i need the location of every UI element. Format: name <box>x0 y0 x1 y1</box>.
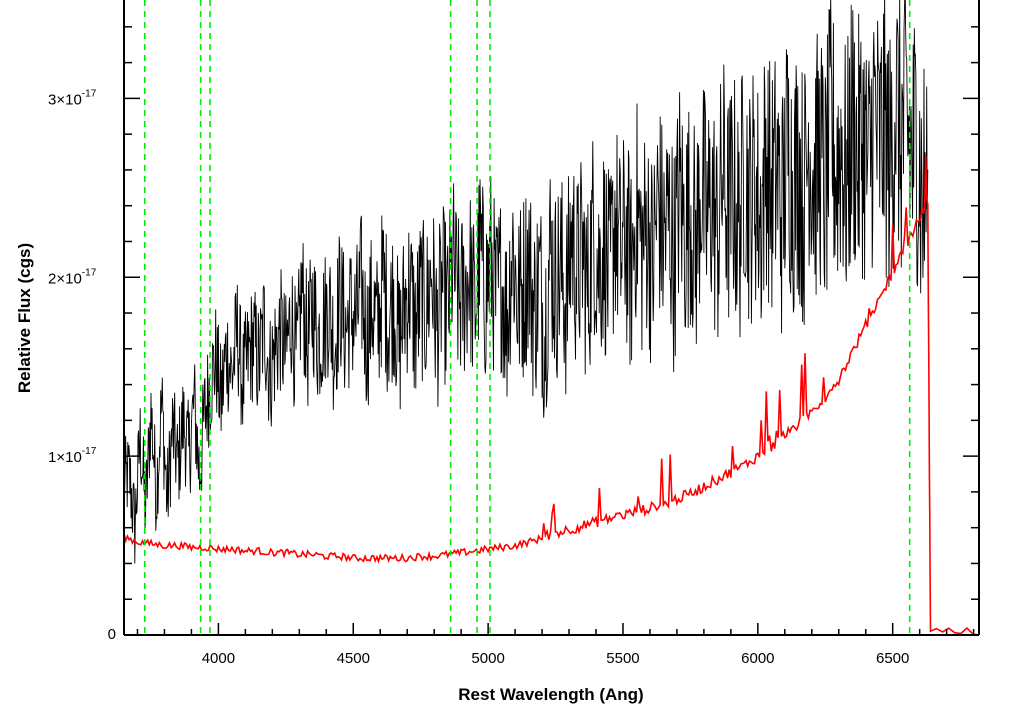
spectrum-line-observed <box>124 0 929 564</box>
plot-area <box>124 0 979 635</box>
x-tick-label: 4000 <box>202 650 235 667</box>
y-axis-title: Relative Flux (cgs) <box>15 243 34 393</box>
plot-frame <box>123 0 980 636</box>
x-tick-label: 4500 <box>337 650 370 667</box>
y-tick-label: 1×10-17 <box>48 446 97 466</box>
x-tick-label: 6500 <box>876 650 909 667</box>
tick-marks <box>124 26 979 636</box>
x-axis-title: Rest Wavelength (Ang) <box>458 685 643 704</box>
tick-labels: 4000 4500 5000 5500 6000 6500 0 1×10-17 2×10-17 3… <box>48 88 909 667</box>
x-tick-label: 5500 <box>606 650 639 667</box>
x-tick-label: 5000 <box>471 650 504 667</box>
spectrum-line-model <box>124 155 979 635</box>
y-tick-label: 3×10-17 <box>48 88 97 108</box>
y-tick-label: 2×10-17 <box>48 267 97 287</box>
x-tick-label: 6000 <box>741 650 774 667</box>
y-tick-label: 0 <box>108 626 116 643</box>
